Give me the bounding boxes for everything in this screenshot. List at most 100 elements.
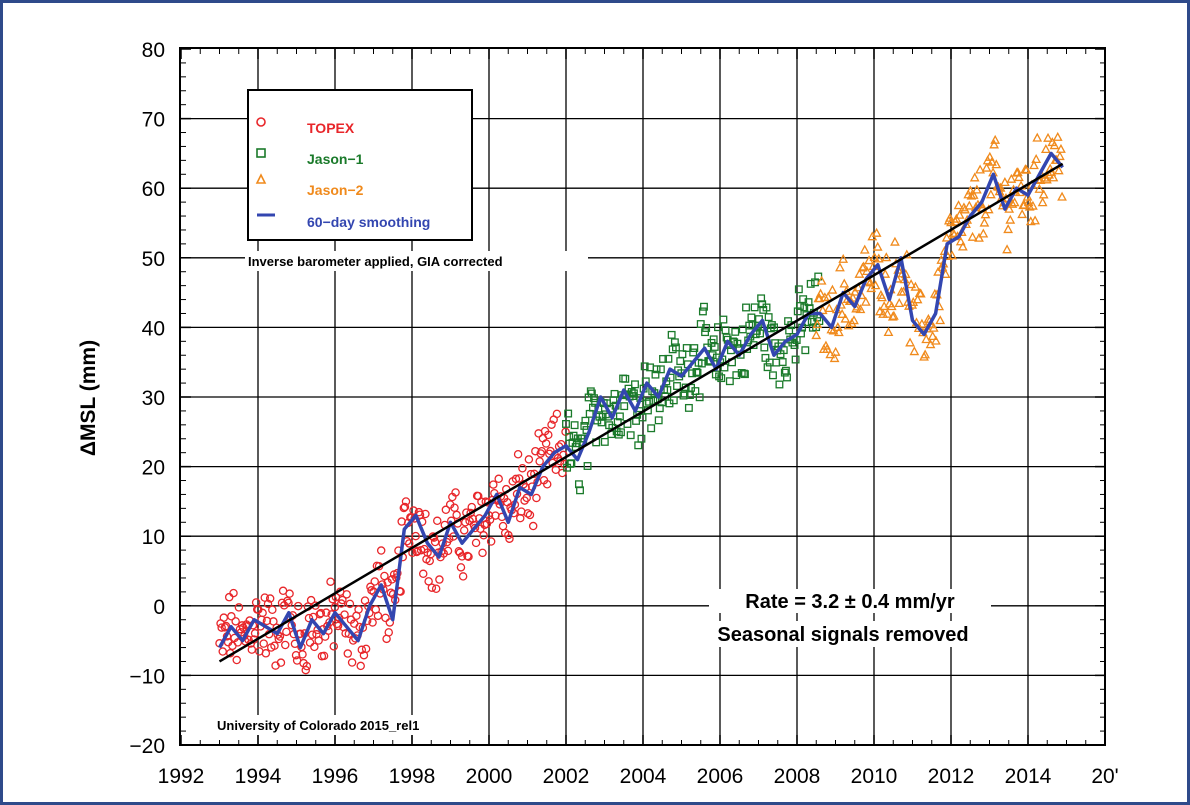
jason1-point xyxy=(767,321,776,329)
topex-point xyxy=(520,496,529,505)
topex-point xyxy=(424,577,433,586)
jason1-point xyxy=(775,380,784,389)
topex-point xyxy=(542,480,552,489)
jason2-point xyxy=(894,298,905,308)
jason2-point xyxy=(1053,165,1064,175)
jason2-point xyxy=(888,310,899,320)
y-tick-label: 10 xyxy=(142,526,165,549)
jason2-point xyxy=(910,281,921,291)
topex-point xyxy=(275,632,285,641)
topex-point xyxy=(523,509,533,518)
jason2-point xyxy=(928,322,939,332)
topex-point xyxy=(224,592,234,602)
y-tick-label: 30 xyxy=(142,387,165,410)
jason1-point xyxy=(765,358,774,367)
legend-label-topex: TOPEX xyxy=(307,120,355,136)
jason1-point xyxy=(691,387,700,396)
jason1-point xyxy=(790,341,799,350)
jason1-point xyxy=(651,370,660,379)
jason2-point xyxy=(1034,183,1045,193)
y-tick-label: 50 xyxy=(142,248,165,271)
topex-point xyxy=(285,589,294,598)
topex-point xyxy=(461,518,470,527)
trend-fit-line xyxy=(218,162,1064,663)
y-tick-label: −10 xyxy=(129,665,165,688)
x-tick-label: 2000 xyxy=(466,765,513,788)
jason2-point xyxy=(1000,176,1010,187)
topex-point xyxy=(250,629,260,638)
topex-point xyxy=(443,546,453,556)
jason1-point xyxy=(740,370,749,379)
topex-point xyxy=(457,552,467,561)
jason1-point xyxy=(778,358,787,366)
jason1-point xyxy=(750,303,759,312)
jason2-point xyxy=(1038,189,1049,199)
jason2-point xyxy=(837,308,848,318)
jason2-point xyxy=(1032,132,1043,142)
jason2-point xyxy=(881,252,892,262)
topex-point xyxy=(356,661,365,671)
jason2-point xyxy=(839,278,850,288)
jason1-point xyxy=(580,421,589,430)
jason2-point xyxy=(823,291,834,301)
jason1-point xyxy=(647,424,656,433)
jason2-point xyxy=(1035,175,1046,185)
topex-point xyxy=(470,523,480,533)
jason2-point xyxy=(1037,197,1048,207)
jason1-point xyxy=(710,343,719,351)
jason1-point xyxy=(692,368,701,376)
topex-point xyxy=(477,497,486,506)
jason1-point xyxy=(619,374,628,383)
topex-point xyxy=(547,420,556,429)
jason2-point xyxy=(985,189,996,199)
jason2-point xyxy=(869,252,880,262)
topex-point xyxy=(319,651,329,661)
jason2-point xyxy=(853,282,864,292)
jason1-point xyxy=(769,371,777,380)
annotation-correction-note: Inverse barometer applied, GIA corrected xyxy=(248,254,503,269)
jason2-point xyxy=(1040,144,1051,154)
jason2-point xyxy=(915,288,926,298)
annotation-source-note: University of Colorado 2015_rel1 xyxy=(217,718,419,733)
jason1-point xyxy=(670,338,679,347)
jason2-point xyxy=(978,228,989,238)
jason2-point xyxy=(1024,201,1035,211)
jason2-point xyxy=(873,253,884,263)
jason2-point xyxy=(906,279,917,289)
jason2-point xyxy=(1056,143,1066,153)
jason2-point xyxy=(826,324,837,334)
y-axis-label: ΔMSL (mm) xyxy=(77,340,100,456)
jason1-point xyxy=(686,391,694,399)
topex-point xyxy=(459,526,469,535)
jason1-point xyxy=(620,402,629,411)
topex-point xyxy=(284,598,293,608)
jason1-point xyxy=(702,324,711,332)
jason2-point xyxy=(882,308,893,318)
topex-point xyxy=(466,508,475,518)
topex-point xyxy=(471,538,481,548)
topex-point xyxy=(217,623,226,632)
jason1-point xyxy=(684,403,693,412)
jason1-point xyxy=(669,396,678,405)
jason2-point xyxy=(966,190,977,200)
topex-point xyxy=(558,468,567,478)
jason2-point xyxy=(1052,131,1063,141)
jason2-point xyxy=(858,261,869,271)
jason1-point xyxy=(698,307,707,316)
jason2-point xyxy=(860,296,871,306)
jason2-point xyxy=(849,315,859,325)
jason1-point xyxy=(725,377,734,386)
topex-point xyxy=(218,647,227,656)
jason1-point xyxy=(719,315,728,324)
topex-point xyxy=(435,575,444,584)
topex-point xyxy=(341,629,350,638)
jason2-point xyxy=(975,164,985,174)
topex-point xyxy=(259,639,268,648)
topex-point xyxy=(464,552,473,561)
jason2-point xyxy=(1044,169,1054,179)
jason2-point xyxy=(833,327,844,337)
topex-point xyxy=(330,602,340,612)
jason1-point xyxy=(614,430,623,439)
jason2-point xyxy=(827,284,838,294)
